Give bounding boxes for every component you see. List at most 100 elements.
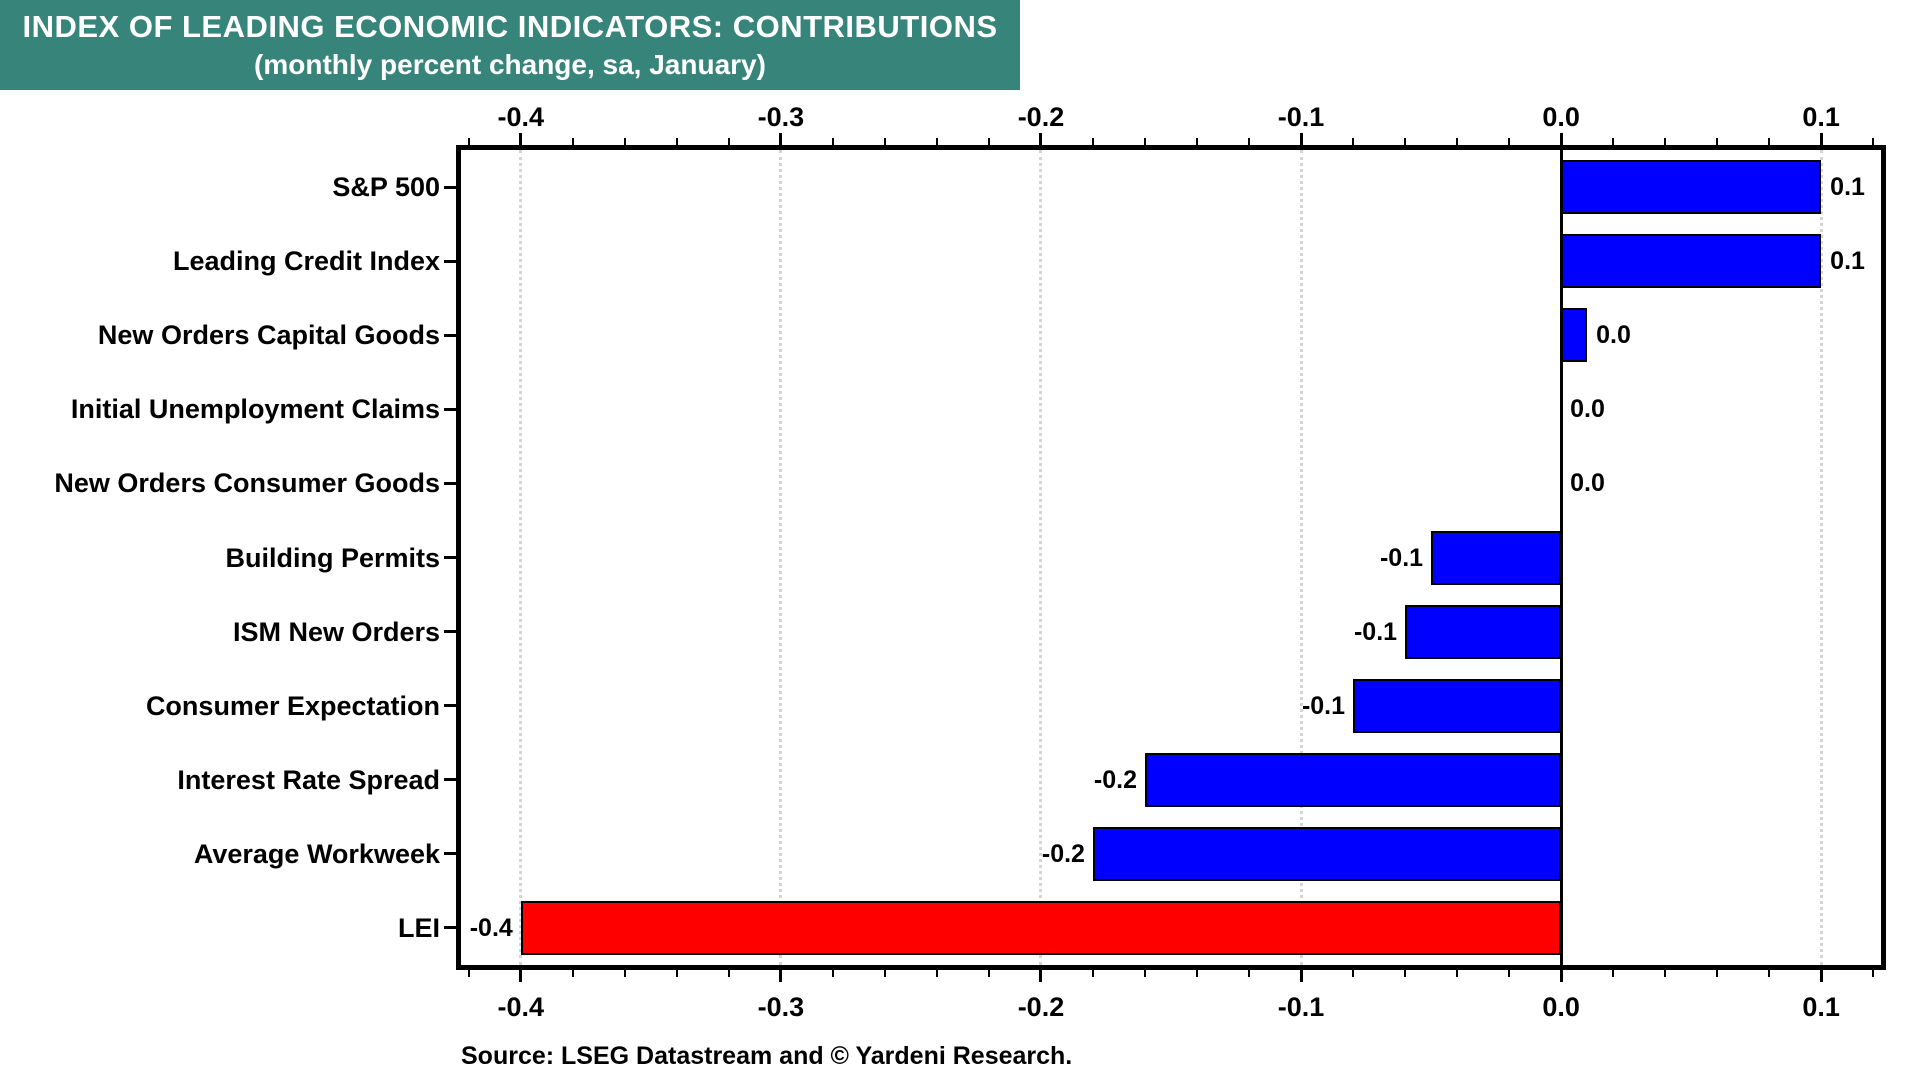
- x-minor-tick-top: [1404, 138, 1407, 145]
- x-tick-label-bottom: -0.2: [1017, 992, 1065, 1022]
- bar-consumer-expectation: [1353, 678, 1562, 733]
- bar-value-label: -0.4: [469, 913, 513, 942]
- x-minor-tick-top: [1508, 138, 1511, 145]
- plot-area: [456, 145, 1886, 970]
- x-minor-tick-bottom: [1508, 970, 1511, 977]
- x-major-tick-bottom: [1299, 970, 1303, 982]
- bar-value-label: 0.0: [1596, 321, 1631, 350]
- category-tick: [444, 481, 456, 485]
- chart-title-banner: INDEX OF LEADING ECONOMIC INDICATORS: CO…: [0, 0, 1020, 90]
- x-minor-tick-top: [1872, 138, 1875, 145]
- x-minor-tick-bottom: [1352, 970, 1355, 977]
- x-minor-tick-bottom: [571, 970, 574, 977]
- bar-leading-credit-index: [1561, 234, 1822, 289]
- category-tick: [444, 259, 456, 263]
- bar-value-label: -0.2: [1041, 839, 1085, 868]
- gridline--0.4: [519, 150, 523, 965]
- bar-value-label: -0.1: [1301, 691, 1346, 720]
- x-minor-tick-bottom: [1248, 970, 1251, 977]
- category-tick: [444, 333, 456, 337]
- bar-value-label: -0.1: [1353, 617, 1398, 646]
- category-label-initial-unemployment-claims: Initial Unemployment Claims: [70, 394, 440, 425]
- x-minor-tick-top: [1248, 138, 1251, 145]
- x-tick-label-top: -0.4: [497, 102, 545, 132]
- chart-subtitle: (monthly percent change, sa, January): [254, 48, 766, 80]
- x-minor-tick-bottom: [1404, 970, 1407, 977]
- category-tick: [444, 630, 456, 634]
- x-minor-tick-top: [1456, 138, 1459, 145]
- x-minor-tick-bottom: [727, 970, 730, 977]
- x-tick-label-top: 0.0: [1542, 102, 1580, 132]
- x-minor-tick-top: [1612, 138, 1615, 145]
- category-tick: [444, 852, 456, 856]
- x-minor-tick-top: [1352, 138, 1355, 145]
- x-major-tick-bottom: [1819, 970, 1823, 982]
- x-minor-tick-bottom: [623, 970, 626, 977]
- bar-value-label: 0.1: [1830, 173, 1865, 202]
- gridline--0.1: [1299, 150, 1303, 965]
- x-minor-tick-bottom: [1872, 970, 1875, 977]
- x-minor-tick-bottom: [1143, 970, 1146, 977]
- x-major-tick-top: [1819, 133, 1823, 145]
- x-minor-tick-top: [571, 138, 574, 145]
- gridline--0.3: [779, 150, 783, 965]
- bar-sandp-500: [1561, 160, 1822, 215]
- x-minor-tick-bottom: [987, 970, 990, 977]
- x-tick-label-top: -0.1: [1277, 102, 1325, 132]
- x-major-tick-top: [779, 133, 783, 145]
- x-minor-tick-top: [675, 138, 678, 145]
- x-minor-tick-top: [623, 138, 626, 145]
- x-minor-tick-top: [1768, 138, 1771, 145]
- x-tick-label-bottom: 0.0: [1542, 992, 1580, 1022]
- x-major-tick-top: [1039, 133, 1043, 145]
- x-tick-label-top: -0.2: [1017, 102, 1065, 132]
- x-minor-tick-top: [935, 138, 938, 145]
- x-minor-tick-bottom: [1664, 970, 1667, 977]
- category-tick: [444, 926, 456, 930]
- x-major-tick-bottom: [1039, 970, 1043, 982]
- x-major-tick-bottom: [519, 970, 523, 982]
- x-minor-tick-top: [883, 138, 886, 145]
- x-minor-tick-bottom: [1456, 970, 1459, 977]
- bar-lei: [520, 900, 1562, 955]
- x-minor-tick-bottom: [1768, 970, 1771, 977]
- category-label-leading-credit-index: Leading Credit Index: [172, 246, 440, 277]
- x-minor-tick-top: [727, 138, 730, 145]
- source-note: Source: LSEG Datastream and © Yardeni Re…: [461, 1042, 1073, 1070]
- x-minor-tick-top: [467, 138, 470, 145]
- category-label-interest-rate-spread: Interest Rate Spread: [177, 764, 440, 795]
- x-major-tick-top: [1559, 133, 1563, 145]
- x-major-tick-bottom: [779, 970, 783, 982]
- category-label-building-permits: Building Permits: [225, 542, 440, 573]
- bar-interest-rate-spread: [1144, 752, 1562, 807]
- x-tick-label-bottom: 0.1: [1802, 992, 1840, 1022]
- x-minor-tick-bottom: [883, 970, 886, 977]
- x-minor-tick-bottom: [1716, 970, 1719, 977]
- bar-average-workweek: [1092, 826, 1562, 881]
- x-tick-label-bottom: -0.4: [497, 992, 545, 1022]
- plot-inner: [461, 150, 1881, 965]
- x-minor-tick-bottom: [831, 970, 834, 977]
- x-minor-tick-bottom: [467, 970, 470, 977]
- x-minor-tick-top: [1716, 138, 1719, 145]
- category-label-consumer-expectation: Consumer Expectation: [145, 690, 440, 721]
- x-minor-tick-bottom: [1612, 970, 1615, 977]
- x-major-tick-top: [1299, 133, 1303, 145]
- x-minor-tick-top: [1196, 138, 1198, 145]
- chart-title: INDEX OF LEADING ECONOMIC INDICATORS: CO…: [22, 9, 998, 45]
- bar-building-permits: [1431, 530, 1562, 585]
- category-label-sandp-500: S&P 500: [332, 172, 440, 203]
- x-tick-label-top: 0.1: [1802, 102, 1840, 132]
- category-tick: [444, 185, 456, 189]
- category-label-new-orders-capital-goods: New Orders Capital Goods: [97, 320, 440, 351]
- zero-axis-line: [1559, 150, 1563, 965]
- x-minor-tick-top: [987, 138, 990, 145]
- x-tick-label-top: -0.3: [757, 102, 805, 132]
- gridline-0.1: [1819, 150, 1823, 965]
- category-tick: [444, 704, 456, 708]
- x-minor-tick-top: [1143, 138, 1146, 145]
- x-minor-tick-bottom: [935, 970, 938, 977]
- x-tick-label-bottom: -0.1: [1277, 992, 1325, 1022]
- bar-value-label: 0.0: [1570, 469, 1605, 498]
